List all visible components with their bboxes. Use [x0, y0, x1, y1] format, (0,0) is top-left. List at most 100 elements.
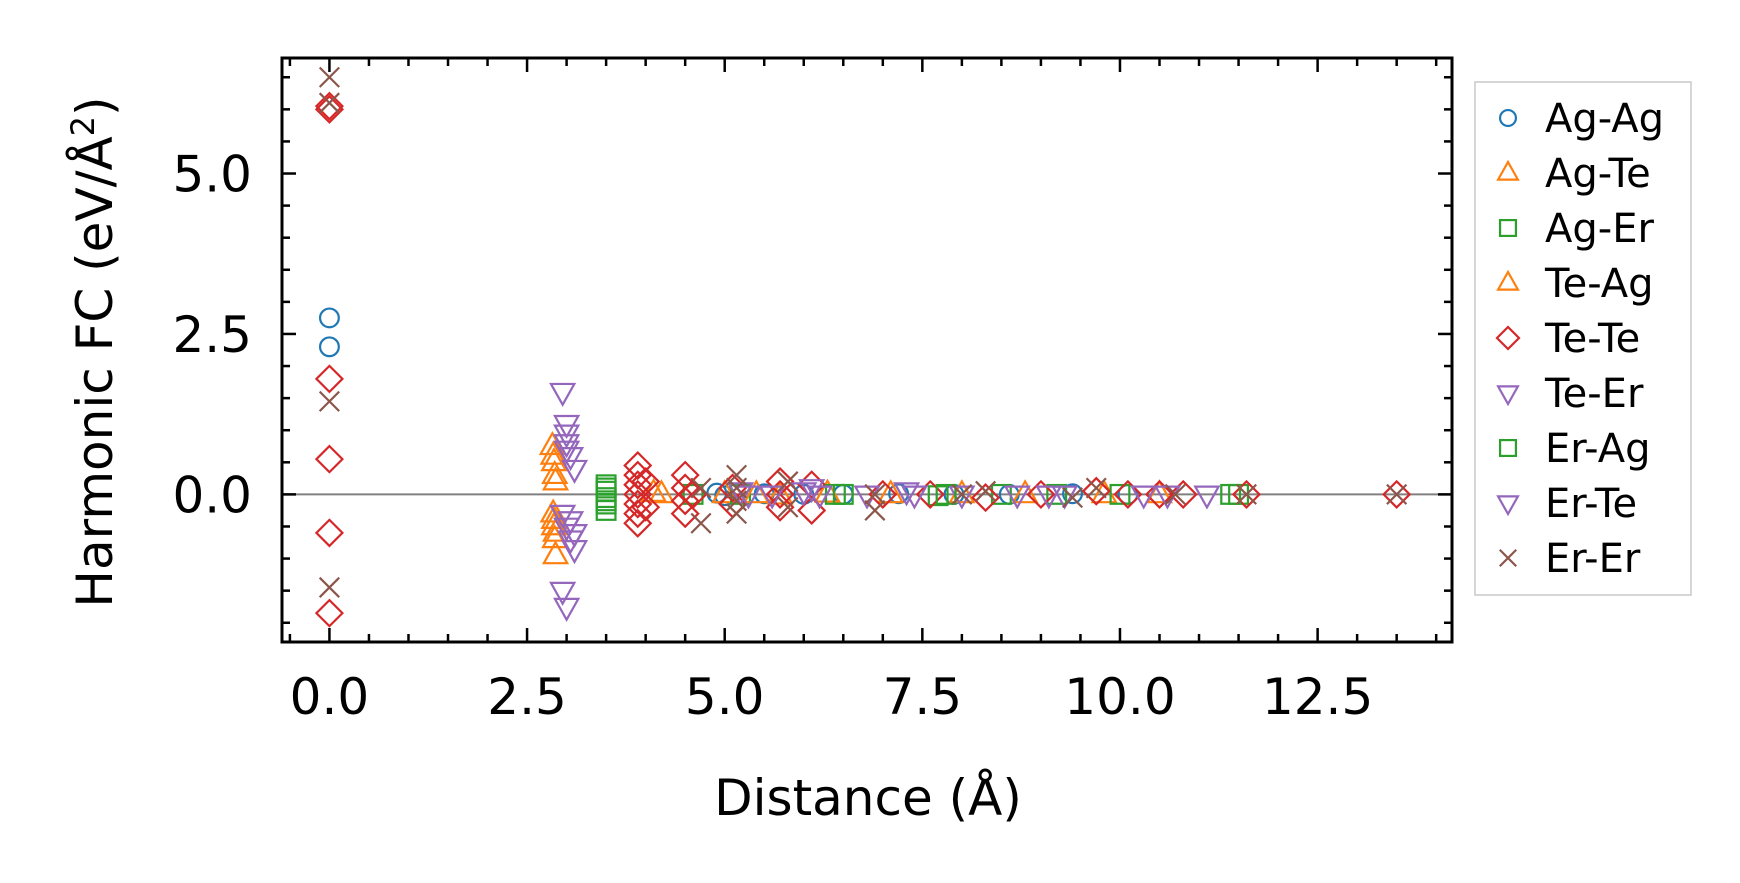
- data-point: [541, 540, 570, 565]
- data-point: [318, 66, 340, 88]
- legend-marker: [1496, 159, 1520, 181]
- data-point: [1220, 483, 1242, 505]
- legend-marker: [1496, 269, 1520, 291]
- legend-item-ag-er: Ag-Er: [1498, 206, 1654, 252]
- legend-label: Ag-Ag: [1545, 96, 1664, 142]
- data-point: [726, 503, 748, 525]
- y-tick-label: 0.0: [172, 466, 252, 524]
- data-point: [556, 511, 585, 536]
- legend-label: Ag-Er: [1545, 206, 1654, 252]
- data-point: [318, 576, 340, 598]
- data-point: [318, 92, 340, 114]
- data-point: [539, 498, 567, 523]
- data-point: [314, 444, 344, 474]
- data-point: [777, 471, 799, 493]
- data-point: [1382, 479, 1412, 509]
- data-point: [539, 440, 567, 465]
- data-point: [314, 598, 344, 628]
- legend-marker: [1498, 438, 1518, 458]
- legend-label: Te-Er: [1544, 371, 1644, 417]
- data-point: [549, 382, 577, 407]
- y-axis-label-close: ): [66, 96, 124, 116]
- x-tick-label: 5.0: [685, 668, 765, 726]
- legend-label: Te-Te: [1544, 316, 1640, 362]
- data-point: [734, 485, 762, 510]
- legend-marker: [1496, 495, 1520, 517]
- data-point: [1386, 483, 1408, 505]
- data-point: [318, 390, 340, 412]
- x-axis-label: Distance (Å): [714, 769, 1022, 827]
- data-point: [540, 511, 568, 536]
- y-axis-label-superscript: 2: [64, 116, 102, 136]
- data-point: [318, 336, 340, 358]
- data-point: [647, 479, 676, 504]
- data-point: [1085, 477, 1107, 499]
- data-point: [541, 466, 570, 491]
- legend-item-er-te: Er-Te: [1496, 481, 1637, 527]
- data-point: [777, 496, 799, 518]
- data-point: [553, 597, 581, 622]
- plot-frame: [280, 56, 1454, 644]
- legend-item-te-ag: Te-Ag: [1496, 261, 1654, 307]
- data-point: [951, 483, 973, 505]
- data-point: [1081, 476, 1111, 506]
- data-point: [1026, 479, 1056, 509]
- data-point: [541, 459, 569, 485]
- data-point: [971, 483, 1001, 513]
- series-ag-te: [538, 431, 1174, 565]
- legend-marker: [1498, 108, 1518, 128]
- data-point: [623, 470, 653, 500]
- data-point: [1144, 479, 1175, 509]
- data-point: [1235, 483, 1257, 505]
- legend-item-ag-ag: Ag-Ag: [1498, 96, 1664, 142]
- data-point: [900, 485, 929, 510]
- data-point: [318, 307, 340, 329]
- data-point: [540, 504, 568, 529]
- y-tick-label: 5.0: [172, 146, 252, 204]
- data-point: [623, 450, 653, 481]
- data-point: [935, 483, 957, 505]
- data-point: [1168, 479, 1198, 509]
- data-point: [1046, 483, 1068, 505]
- data-point: [1130, 485, 1158, 510]
- data-point: [864, 499, 886, 521]
- data-point: [758, 485, 786, 510]
- data-point: [798, 479, 826, 504]
- data-point: [1062, 487, 1084, 509]
- legend-marker: [1498, 218, 1518, 238]
- data-point: [765, 479, 795, 509]
- data-point: [549, 581, 577, 606]
- y-axis-label: Harmonic FC (eV/Å2): [64, 96, 124, 607]
- data-point: [631, 492, 661, 522]
- legend: Ag-Ag Ag-Te Ag-Er Te-Ag Te-Te Te-Er Er-Ag Er-Te…: [1474, 81, 1692, 596]
- data-point: [1231, 479, 1262, 509]
- data-point: [766, 480, 794, 505]
- legend-label: Er-Te: [1545, 481, 1637, 527]
- legend-item-er-er: Er-Er: [1498, 536, 1641, 582]
- data-point: [623, 508, 653, 538]
- data-point: [560, 540, 589, 565]
- data-point: [805, 485, 834, 510]
- y-axis-label-main: Harmonic FC (eV/Å: [66, 136, 124, 607]
- legend-item-te-er: Te-Er: [1496, 371, 1644, 417]
- legend-item-er-ag: Er-Ag: [1498, 426, 1650, 472]
- data-point: [1035, 485, 1063, 510]
- legend-label: Ag-Te: [1545, 151, 1651, 197]
- data-point: [1113, 479, 1143, 509]
- y-tick-label: 2.5: [172, 306, 252, 364]
- data-point: [765, 492, 795, 522]
- data-point: [560, 459, 589, 484]
- data-point: [595, 490, 617, 512]
- series-ag-ag: [318, 307, 1139, 507]
- legend-label: Te-Ag: [1544, 261, 1654, 307]
- data-point: [877, 479, 905, 504]
- data-point: [690, 512, 712, 534]
- data-point: [868, 479, 898, 509]
- data-point: [595, 477, 617, 499]
- series-te-te: [314, 91, 1412, 628]
- data-point: [553, 440, 581, 465]
- data-point: [975, 480, 997, 502]
- data-point: [915, 479, 945, 509]
- data-point: [623, 499, 653, 529]
